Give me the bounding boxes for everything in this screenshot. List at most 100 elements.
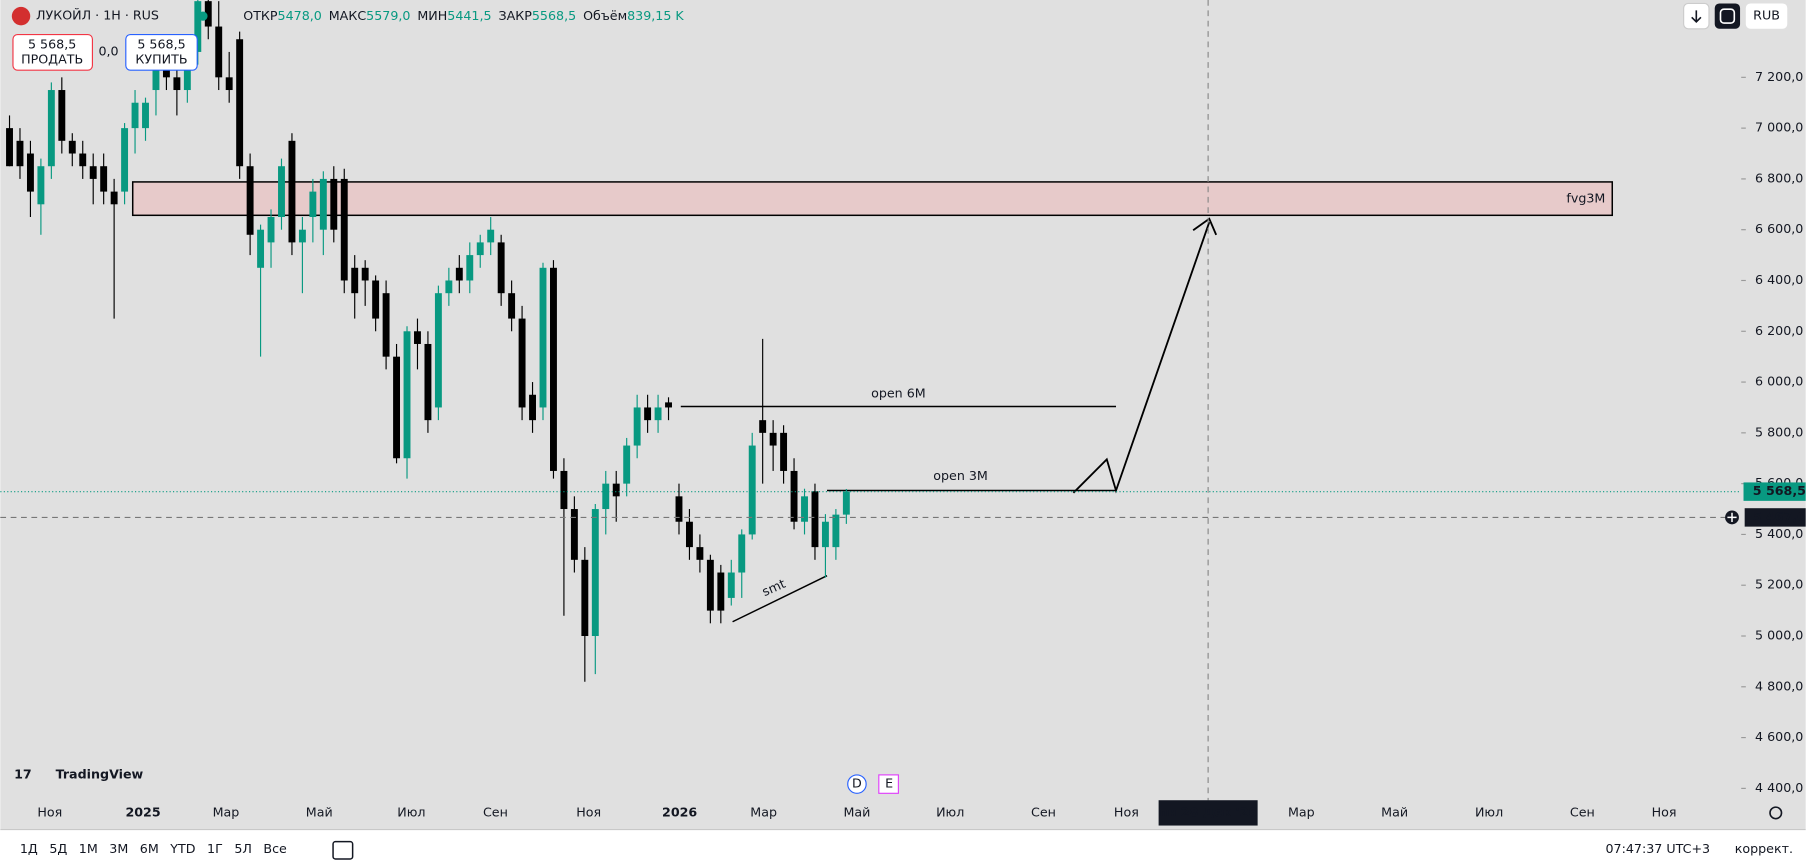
range-button[interactable]: 1Д: [20, 841, 38, 856]
candle-body: [497, 242, 505, 294]
y-tick-label: 5 800,0: [1755, 424, 1803, 439]
candle-body: [16, 140, 24, 167]
range-button[interactable]: 6М: [140, 841, 159, 856]
crosshair-price-label: 5 467,0: [1753, 509, 1806, 524]
currency-button[interactable]: [1745, 3, 1788, 29]
range-button[interactable]: 5Л: [234, 841, 252, 856]
event-e[interactable]: [878, 774, 899, 794]
candle-body: [706, 559, 714, 611]
fvg-zone: [131, 181, 1614, 217]
range-button[interactable]: YTD: [169, 841, 195, 856]
refresh-button[interactable]: [1714, 3, 1741, 29]
candle-body: [748, 445, 756, 535]
range-button[interactable]: 1М: [79, 841, 98, 856]
x-tick-label: Май: [843, 804, 870, 819]
y-tick-label: 6 400,0: [1755, 272, 1803, 287]
candle-body: [612, 483, 620, 497]
candle-body: [518, 318, 526, 408]
fvg-label: fvg3M: [1566, 191, 1605, 206]
event-d[interactable]: [847, 774, 867, 794]
candle-body: [529, 394, 536, 421]
x-tick-label: Ноя: [37, 804, 62, 819]
ohlc-label: Объём: [583, 8, 627, 23]
candle-body: [319, 178, 327, 230]
candle-body: [550, 267, 557, 471]
candle-body: [445, 280, 453, 294]
candle-body: [351, 267, 359, 294]
x-tick-label: Мар: [213, 804, 240, 819]
candle-body: [665, 402, 672, 408]
candle-body: [560, 470, 568, 510]
candle-body: [47, 90, 55, 167]
x-tick-label: Сен: [1570, 804, 1595, 819]
x-tick-label: Май: [1381, 804, 1408, 819]
candle-body: [434, 293, 442, 408]
candle-body: [309, 191, 317, 218]
candle-body: [361, 267, 369, 281]
refresh-icon: [1719, 8, 1736, 24]
x-tick-label: Июл: [936, 804, 964, 819]
y-tick-label: 7 200,0: [1755, 69, 1803, 84]
last-price-label: 5 568,5: [1753, 483, 1806, 498]
y-tick-label: 5 000,0: [1755, 628, 1803, 643]
candle-body: [581, 559, 589, 637]
candle-body: [811, 491, 819, 548]
symbol: ЛУКОЙЛ · 1Н · RUS: [36, 8, 159, 23]
x-tick-label: Июл: [397, 804, 425, 819]
x-tick-label: Июл: [1475, 804, 1503, 819]
symbol-icon: [11, 6, 31, 26]
range-button[interactable]: 5Д: [49, 841, 67, 856]
candle-body: [194, 1, 202, 52]
candle-body: [508, 293, 516, 319]
candle-body: [570, 509, 578, 560]
buy-button[interactable]: [125, 33, 198, 71]
sell-price: 5 568,5: [28, 36, 76, 51]
candle-body: [89, 166, 97, 179]
candle-body: [110, 191, 118, 205]
candle-body: [539, 267, 547, 408]
candle-body: [769, 432, 777, 446]
ohlc-label: МИН: [417, 8, 447, 23]
open-3m-label: open 3M: [933, 468, 988, 483]
range-button[interactable]: 3М: [109, 841, 128, 856]
x-tick-label: Ноя: [576, 804, 601, 819]
x-tick-label: Сен: [483, 804, 508, 819]
candle-body: [821, 521, 829, 548]
x-tick-label: Мар: [1288, 804, 1315, 819]
candle-body: [696, 547, 704, 560]
candle-body: [414, 331, 421, 344]
candle-body: [37, 166, 45, 205]
ohlc: ОТКР5478,0 МАКС5579,0 МИН5441,5 ЗАКР5568,5 О…: [243, 8, 684, 23]
x-tick-label: Май: [306, 804, 333, 819]
candle-body: [382, 293, 390, 357]
candle-body: [26, 153, 34, 192]
ohlc-value: 5579,0: [366, 8, 410, 23]
y-tick-label: 7 000,0: [1755, 120, 1803, 135]
candle-body: [6, 128, 13, 167]
crosshair-time-label: пн 28 Дек '26: [1159, 804, 1257, 819]
sell-button[interactable]: [12, 33, 93, 71]
candle-body: [79, 153, 87, 167]
status-dot: [198, 11, 208, 21]
candle-body: [173, 77, 181, 91]
settings-icon[interactable]: [1769, 806, 1783, 820]
date-range-icon[interactable]: [332, 840, 354, 860]
ui: ЛУКОЙЛ · 1Н · RUS ОТКР5478,0 МАКС5579,0 МИН…: [11, 2, 1793, 860]
ohlc-label: ЗАКР: [498, 8, 532, 23]
add-alert-plus: [1727, 512, 1737, 523]
y-tick-label: 4 400,0: [1755, 780, 1803, 795]
range-button[interactable]: 1Г: [207, 841, 223, 856]
candle-body: [717, 572, 725, 611]
candle-body: [727, 572, 735, 598]
candle-body: [131, 102, 139, 129]
x-tick-label: 2025: [125, 804, 160, 819]
candle-body: [340, 178, 348, 281]
ohlc-label: МАКС: [329, 8, 367, 23]
candle-body: [225, 77, 233, 91]
range-button[interactable]: Все: [263, 841, 287, 856]
last-price-tag: [1743, 482, 1806, 501]
candle-body: [759, 420, 767, 433]
adjust[interactable]: коррект.: [1735, 841, 1793, 856]
x-tick-label: Сен: [1031, 804, 1056, 819]
